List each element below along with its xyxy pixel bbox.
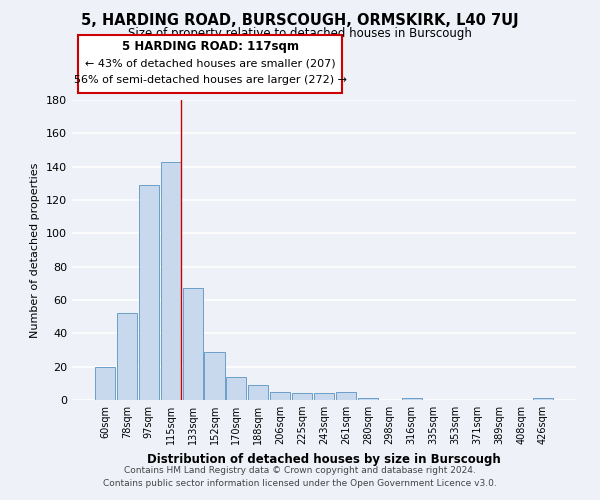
Bar: [533, 398, 553, 400]
Bar: [226, 376, 247, 400]
Bar: [205, 352, 224, 400]
Bar: [248, 385, 268, 400]
Text: 5, HARDING ROAD, BURSCOUGH, ORMSKIRK, L40 7UJ: 5, HARDING ROAD, BURSCOUGH, ORMSKIRK, L4…: [81, 12, 519, 28]
Bar: [358, 398, 378, 400]
Text: 56% of semi-detached houses are larger (272) →: 56% of semi-detached houses are larger (…: [74, 75, 347, 85]
Bar: [314, 394, 334, 400]
Bar: [336, 392, 356, 400]
Y-axis label: Number of detached properties: Number of detached properties: [31, 162, 40, 338]
Bar: [270, 392, 290, 400]
Text: Size of property relative to detached houses in Burscough: Size of property relative to detached ho…: [128, 28, 472, 40]
Bar: [182, 288, 203, 400]
Bar: [401, 398, 422, 400]
Bar: [95, 366, 115, 400]
Bar: [292, 394, 312, 400]
X-axis label: Distribution of detached houses by size in Burscough: Distribution of detached houses by size …: [147, 452, 501, 466]
Bar: [139, 185, 159, 400]
Bar: [117, 314, 137, 400]
Text: Contains HM Land Registry data © Crown copyright and database right 2024.
Contai: Contains HM Land Registry data © Crown c…: [103, 466, 497, 487]
Text: 5 HARDING ROAD: 117sqm: 5 HARDING ROAD: 117sqm: [121, 40, 299, 53]
Bar: [161, 162, 181, 400]
Text: ← 43% of detached houses are smaller (207): ← 43% of detached houses are smaller (20…: [85, 58, 335, 68]
